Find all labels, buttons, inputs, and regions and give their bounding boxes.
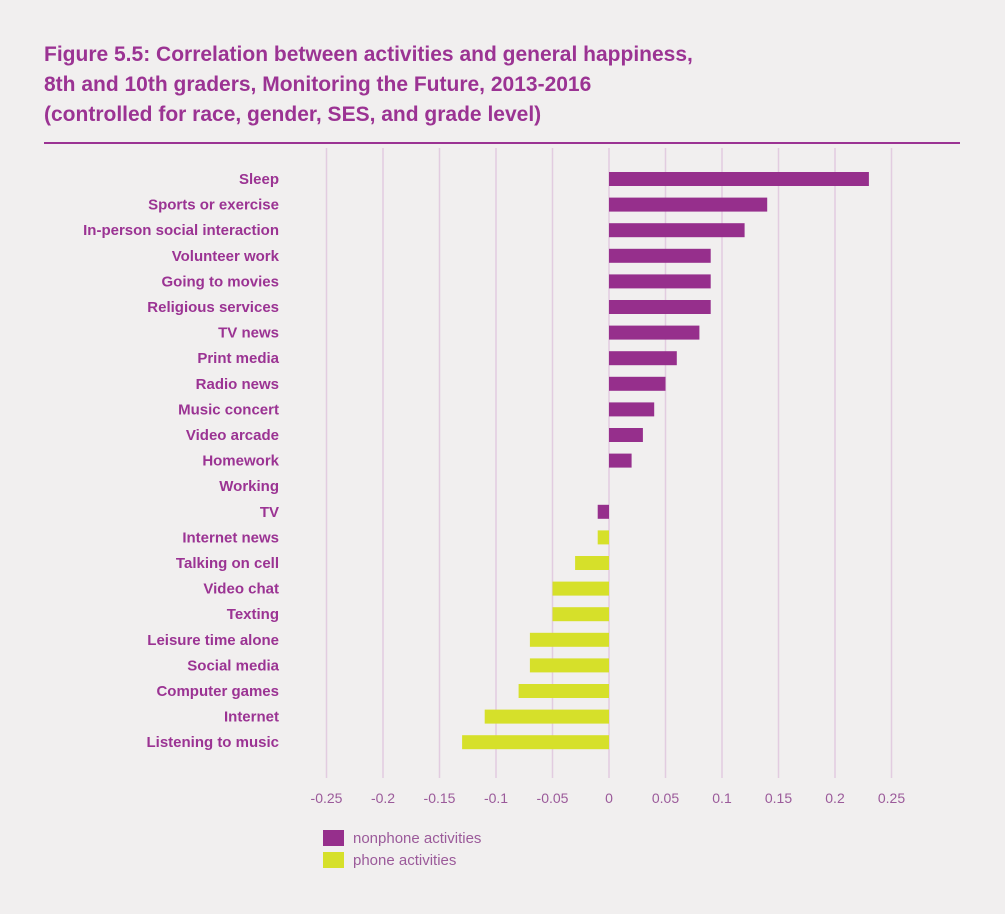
category-label: Going to movies <box>161 273 279 290</box>
x-tick-label: -0.05 <box>537 790 569 806</box>
category-label: Talking on cell <box>176 555 279 572</box>
category-label: Internet <box>224 709 279 726</box>
legend: nonphone activities phone activities <box>323 830 481 869</box>
category-label: Video arcade <box>186 427 279 444</box>
bar <box>529 632 609 647</box>
title-divider <box>44 142 960 144</box>
x-axis-ticks: -0.25 -0.2 -0.15 -0.1 -0.05 0 0.05 0.1 0.15 0.2 0.… <box>311 790 906 806</box>
legend-label: phone activities <box>353 852 456 869</box>
category-label: Volunteer work <box>172 248 280 265</box>
category-label: Listening to music <box>146 734 279 751</box>
bar <box>609 402 655 417</box>
category-label: Print media <box>197 350 279 367</box>
bar <box>484 709 609 724</box>
gridlines <box>325 148 893 778</box>
bar <box>597 504 609 519</box>
bar <box>609 274 711 289</box>
category-label: Working <box>219 478 279 495</box>
chart-title-line-1: Figure 5.5: Correlation between activiti… <box>44 43 693 66</box>
bar <box>609 428 643 442</box>
category-label: Computer games <box>156 683 279 700</box>
bar <box>529 658 609 673</box>
bar <box>609 223 745 238</box>
bar <box>575 556 609 570</box>
bar <box>597 530 609 545</box>
bar <box>609 172 869 186</box>
bar <box>518 684 609 698</box>
category-label: Texting <box>227 606 279 623</box>
x-tick-label: 0.15 <box>765 790 792 806</box>
legend-swatch <box>323 830 344 846</box>
x-tick-label: -0.25 <box>311 790 343 806</box>
bar <box>609 197 768 212</box>
category-label: Sleep <box>239 171 279 188</box>
chart-title-line-2: 8th and 10th graders, Monitoring the Fut… <box>44 73 592 96</box>
category-label: Social media <box>187 657 279 674</box>
chart-title: Figure 5.5: Correlation between activiti… <box>44 40 944 130</box>
category-label: Video chat <box>203 581 279 598</box>
category-label: TV news <box>218 325 279 342</box>
category-labels: Sleep Sports or exercise In-person social … <box>83 171 280 751</box>
x-tick-label: -0.1 <box>484 790 508 806</box>
x-tick-label: -0.15 <box>424 790 456 806</box>
category-label: Radio news <box>196 376 279 393</box>
bar <box>609 453 632 468</box>
x-tick-label: 0.2 <box>825 790 845 806</box>
bars <box>462 172 869 750</box>
category-label: Sports or exercise <box>148 197 279 214</box>
x-tick-label: 0.25 <box>878 790 905 806</box>
category-label: Homework <box>202 453 279 470</box>
x-tick-label: -0.2 <box>371 790 395 806</box>
bar <box>609 300 711 314</box>
category-label: Internet news <box>182 529 279 546</box>
bar <box>552 607 609 622</box>
category-label: Religious services <box>147 299 279 316</box>
chart-title-line-3: (controlled for race, gender, SES, and g… <box>44 103 542 126</box>
category-label: In-person social interaction <box>83 222 279 239</box>
bar <box>609 376 666 391</box>
legend-swatch <box>323 852 344 868</box>
bar <box>462 735 609 750</box>
legend-label: nonphone activities <box>353 830 481 847</box>
bar <box>609 351 677 366</box>
bar <box>609 325 700 340</box>
category-label: TV <box>260 504 279 521</box>
x-tick-label: 0.05 <box>652 790 679 806</box>
x-tick-label: 0.1 <box>712 790 732 806</box>
category-label: Leisure time alone <box>147 632 279 649</box>
category-label: Music concert <box>178 401 279 418</box>
x-tick-label: 0 <box>605 790 613 806</box>
bar <box>609 248 711 263</box>
bar <box>552 581 609 596</box>
